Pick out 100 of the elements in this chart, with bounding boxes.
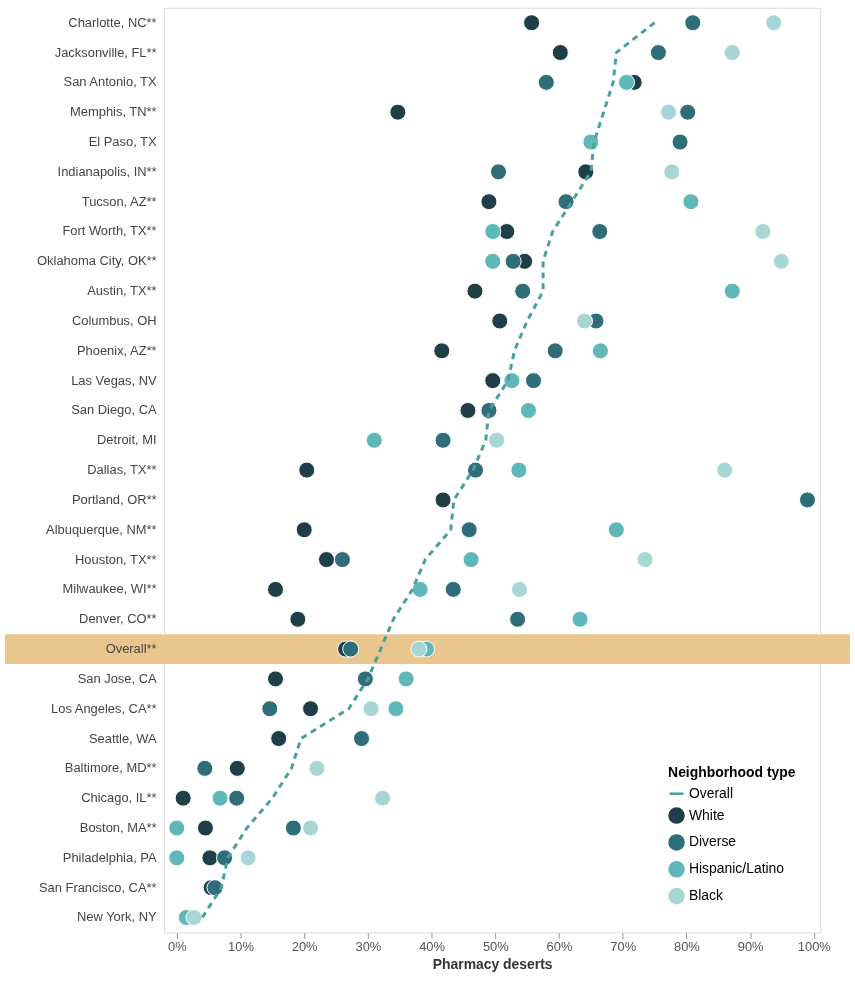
- legend-label: Hispanic/Latino: [688, 860, 785, 877]
- point: [575, 312, 594, 330]
- point: [228, 789, 246, 807]
- y-tick-label: Milwaukee, WI**: [62, 581, 157, 597]
- point: [174, 789, 192, 807]
- y-tick-label: Indianapolis, IN**: [57, 163, 157, 179]
- point: [284, 819, 302, 837]
- point: [389, 103, 407, 121]
- y-tick-label: Charlotte, NC**: [68, 14, 157, 30]
- point: [798, 491, 816, 509]
- legend-label: Overall: [688, 784, 734, 801]
- x-tick-label: 10%: [228, 938, 255, 954]
- point: [410, 640, 428, 658]
- point: [302, 700, 320, 718]
- point: [462, 551, 480, 569]
- legend-title: Neighborhood type: [668, 764, 796, 781]
- point: [546, 342, 564, 360]
- point: [467, 461, 485, 479]
- point: [261, 700, 279, 718]
- point: [679, 103, 697, 121]
- y-tick-label: Seattle, WA: [88, 730, 157, 746]
- y-tick-label: Columbus, OH: [71, 312, 157, 328]
- x-tick-label: 100%: [797, 938, 832, 954]
- x-tick-label: 80%: [674, 938, 701, 954]
- y-tick-label: Las Vegas, NV: [71, 372, 157, 388]
- point: [362, 700, 380, 718]
- point: [374, 789, 392, 807]
- point: [525, 372, 543, 390]
- point: [489, 163, 508, 181]
- x-tick-label: 40%: [419, 938, 446, 954]
- legend-label: Black: [688, 887, 724, 904]
- point: [618, 73, 636, 91]
- point: [302, 819, 320, 837]
- point: [365, 431, 383, 449]
- point: [466, 282, 484, 300]
- y-tick-label: Oklahoma City, OK**: [37, 253, 157, 269]
- y-tick-label: San Francisco, CA**: [38, 879, 157, 895]
- y-tick-label: Baltimore, MD**: [64, 760, 157, 776]
- point: [649, 44, 667, 62]
- point: [660, 103, 678, 121]
- point: [571, 610, 589, 628]
- point: [168, 819, 186, 837]
- point: [356, 670, 374, 688]
- point: [433, 342, 451, 360]
- y-tick-label: New York, NY: [76, 909, 157, 925]
- point: [514, 282, 532, 300]
- y-tick-label: San Diego, CA: [71, 402, 157, 418]
- point: [333, 551, 351, 569]
- point: [484, 223, 502, 241]
- point: [434, 491, 452, 509]
- point: [488, 431, 506, 449]
- point: [772, 252, 790, 270]
- point: [765, 14, 783, 32]
- y-tick-label: Portland, OR**: [71, 491, 157, 507]
- point: [434, 431, 452, 449]
- point: [267, 670, 285, 688]
- point: [509, 610, 527, 628]
- point: [480, 193, 498, 211]
- point: [498, 223, 516, 241]
- point: [537, 73, 555, 91]
- point: [201, 849, 219, 867]
- point: [289, 610, 307, 628]
- point: [228, 759, 246, 777]
- point: [551, 44, 569, 62]
- point: [444, 580, 462, 598]
- point: [716, 461, 734, 479]
- legend-label: White: [688, 806, 725, 823]
- x-axis-title: Pharmacy deserts: [432, 955, 553, 972]
- point: [684, 14, 702, 32]
- y-tick-label: San Antonio, TX: [63, 74, 157, 90]
- point: [397, 670, 415, 688]
- x-tick-label: 30%: [355, 938, 382, 954]
- point: [196, 819, 214, 837]
- point: [196, 759, 214, 777]
- point: [460, 521, 478, 539]
- x-tick-label: 90%: [737, 938, 765, 954]
- point: [636, 551, 654, 569]
- point: [591, 223, 609, 241]
- point: [663, 163, 681, 181]
- y-tick-label: Dallas, TX**: [87, 462, 157, 478]
- y-tick-label: Denver, CO**: [79, 611, 157, 627]
- x-tick-label: 20%: [291, 938, 319, 954]
- point: [484, 252, 502, 270]
- point: [723, 282, 741, 300]
- y-tick-label: Phoenix, AZ**: [76, 342, 157, 358]
- point: [211, 789, 229, 807]
- y-tick-label: Memphis, TN**: [70, 104, 157, 120]
- y-tick-label: Los Angeles, CA**: [51, 700, 157, 716]
- point: [270, 730, 288, 748]
- y-tick-label: Jacksonville, FL**: [54, 44, 157, 60]
- point: [519, 401, 537, 419]
- y-tick-label: El Paso, TX: [88, 134, 157, 150]
- point: [168, 849, 186, 867]
- point: [484, 372, 502, 390]
- y-tick-label: Houston, TX**: [75, 551, 157, 567]
- point: [671, 133, 689, 151]
- point: [607, 521, 625, 539]
- point: [557, 193, 575, 211]
- y-tick-label: Tucson, AZ**: [81, 193, 157, 209]
- point: [510, 461, 528, 479]
